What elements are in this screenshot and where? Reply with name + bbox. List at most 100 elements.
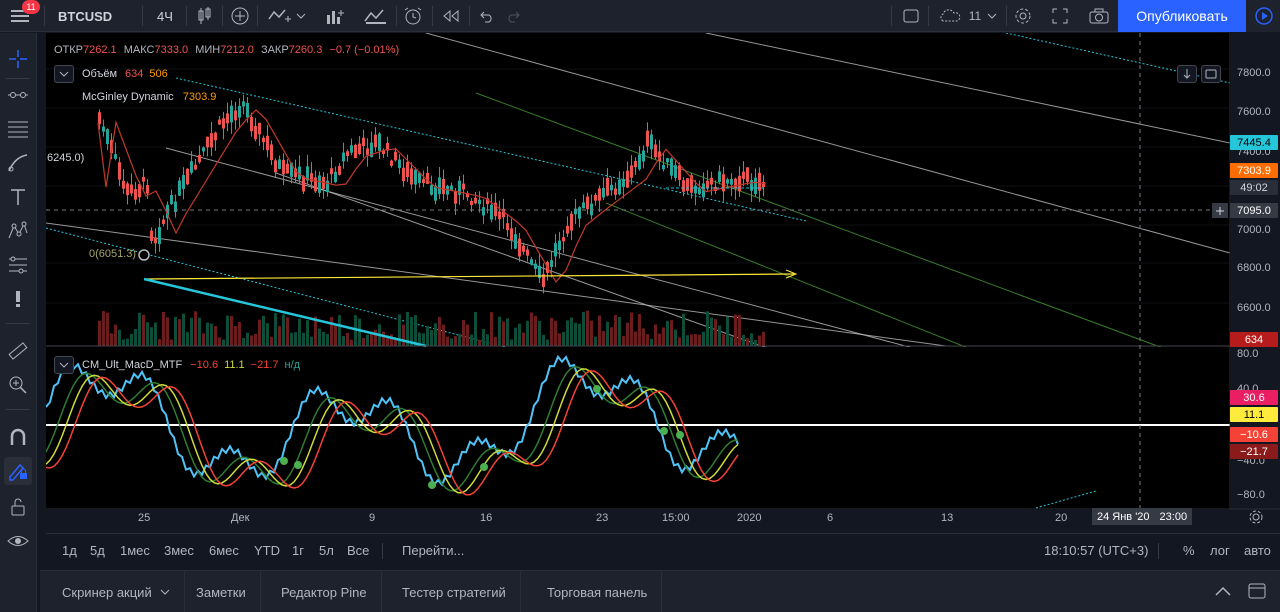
volume-bar bbox=[406, 311, 409, 346]
undo-button[interactable] bbox=[472, 0, 500, 32]
log-scale-toggle[interactable]: лог bbox=[1210, 543, 1230, 558]
goto-date-button[interactable]: Перейти... bbox=[402, 543, 465, 558]
visibility-tool[interactable] bbox=[4, 527, 32, 555]
ruler-tool[interactable] bbox=[4, 337, 32, 365]
interval-selector[interactable]: 4Ч bbox=[157, 8, 173, 24]
volume-bar bbox=[314, 316, 317, 346]
zoom-tool[interactable] bbox=[4, 371, 32, 399]
macd-tick: −80.0 bbox=[1237, 489, 1265, 501]
volume-bar bbox=[598, 315, 601, 346]
range-1d[interactable]: 1д bbox=[62, 543, 77, 558]
fullscreen-layout-button[interactable] bbox=[896, 0, 926, 32]
add-alert-button[interactable] bbox=[1212, 203, 1228, 218]
snapshot-button[interactable] bbox=[1084, 0, 1114, 32]
auto-scale-toggle[interactable]: авто bbox=[1244, 543, 1271, 558]
maximize-pane-button[interactable] bbox=[1201, 65, 1221, 83]
collapse-legend-button[interactable] bbox=[54, 65, 74, 83]
volume-bars bbox=[98, 310, 765, 346]
settings-button[interactable] bbox=[1009, 0, 1037, 32]
replay-button[interactable] bbox=[436, 0, 466, 32]
fib-tool[interactable] bbox=[4, 115, 32, 143]
volume-bar bbox=[366, 334, 369, 346]
range-6m[interactable]: 6мес bbox=[209, 543, 239, 558]
financials-button[interactable] bbox=[318, 0, 352, 32]
volume-bar bbox=[118, 329, 121, 346]
candle-body bbox=[178, 180, 181, 196]
lock-tool[interactable] bbox=[4, 493, 32, 521]
text-tool[interactable] bbox=[4, 183, 32, 211]
crosshair-icon bbox=[9, 50, 27, 68]
publish-menu-button[interactable] bbox=[1247, 0, 1280, 32]
stay-drawing-tool[interactable] bbox=[4, 457, 32, 485]
icon-tool[interactable] bbox=[4, 285, 32, 313]
scroll-to-realtime-button[interactable] bbox=[1177, 65, 1197, 83]
trendline-tool[interactable] bbox=[4, 81, 32, 109]
clock[interactable]: 18:10:57 (UTC+3) bbox=[1044, 543, 1149, 558]
candle-body bbox=[682, 180, 685, 192]
layout-selector[interactable]: 11 bbox=[932, 0, 1002, 32]
prediction-tool[interactable] bbox=[4, 251, 32, 279]
bar-style-button[interactable] bbox=[190, 0, 218, 32]
brush-tool[interactable] bbox=[4, 149, 32, 177]
candle-body bbox=[758, 172, 761, 191]
menu-button[interactable]: 11 bbox=[0, 0, 40, 32]
macd-tag-red: −10.6 bbox=[1230, 427, 1278, 442]
chevron-down-icon bbox=[59, 71, 69, 77]
volume-bar bbox=[214, 326, 217, 346]
candle-body bbox=[750, 180, 753, 191]
alert-button[interactable] bbox=[398, 0, 428, 32]
range-1y[interactable]: 1г bbox=[292, 543, 304, 558]
publish-button[interactable]: Опубликовать bbox=[1118, 0, 1246, 32]
volume-bar bbox=[310, 336, 313, 346]
range-5d[interactable]: 5д bbox=[90, 543, 105, 558]
range-1m[interactable]: 1мес bbox=[120, 543, 150, 558]
candle-body bbox=[110, 139, 113, 154]
arrow-down-icon bbox=[1183, 69, 1191, 79]
volume-bar bbox=[374, 329, 377, 346]
tab-trading-panel[interactable]: Торговая панель bbox=[533, 571, 663, 612]
indicators-button[interactable] bbox=[261, 0, 313, 32]
tab-screener[interactable]: Скринер акций bbox=[48, 571, 185, 612]
tab-notes[interactable]: Заметки bbox=[182, 571, 261, 612]
maximize-panel-button[interactable] bbox=[1248, 583, 1266, 602]
pattern-tool[interactable] bbox=[4, 217, 32, 245]
magnet-icon bbox=[10, 428, 26, 445]
fib-lines-icon bbox=[8, 121, 28, 138]
volume-bar bbox=[582, 311, 585, 346]
volume-bar bbox=[602, 330, 605, 346]
expand-panel-button[interactable] bbox=[1214, 584, 1232, 601]
candle-body bbox=[394, 151, 397, 161]
range-all[interactable]: Все bbox=[347, 543, 370, 558]
chart-settings-button[interactable] bbox=[1248, 509, 1264, 528]
chevron-down-icon bbox=[160, 589, 170, 595]
volume-bar bbox=[674, 329, 677, 346]
close-label: ЗАКР bbox=[260, 44, 289, 56]
compare-button[interactable] bbox=[226, 0, 254, 32]
volume-bar bbox=[518, 323, 521, 346]
tab-pine-editor[interactable]: Редактор Pine bbox=[267, 571, 382, 612]
crosshair-tool[interactable] bbox=[4, 45, 32, 73]
volume-bar bbox=[710, 317, 713, 346]
volume-bar bbox=[358, 318, 361, 346]
percent-scale-toggle[interactable]: % bbox=[1183, 543, 1195, 558]
macd-cross-dot bbox=[280, 457, 288, 465]
magnet-tool[interactable] bbox=[4, 423, 32, 451]
range-3m[interactable]: 3мес bbox=[164, 543, 194, 558]
price-chart[interactable] bbox=[46, 33, 1280, 533]
range-5y[interactable]: 5л bbox=[319, 543, 334, 558]
candle-body bbox=[586, 196, 589, 210]
macd-value-4: н/д bbox=[284, 359, 301, 371]
macd-pane-lines bbox=[46, 354, 1230, 509]
templates-button[interactable] bbox=[358, 0, 394, 32]
redo-button[interactable] bbox=[500, 0, 528, 32]
volume-bar bbox=[574, 322, 577, 346]
collapse-macd-legend-button[interactable] bbox=[54, 356, 74, 374]
volume-bar bbox=[638, 314, 641, 346]
symbol-search[interactable]: BTCUSD bbox=[58, 8, 113, 24]
range-ytd[interactable]: YTD bbox=[254, 543, 280, 558]
candle-body bbox=[610, 184, 613, 191]
candle-body bbox=[278, 159, 281, 170]
chevron-down-icon bbox=[296, 13, 306, 19]
fullscreen-button[interactable] bbox=[1046, 0, 1074, 32]
tab-strategy-tester[interactable]: Тестер стратегий bbox=[388, 571, 521, 612]
